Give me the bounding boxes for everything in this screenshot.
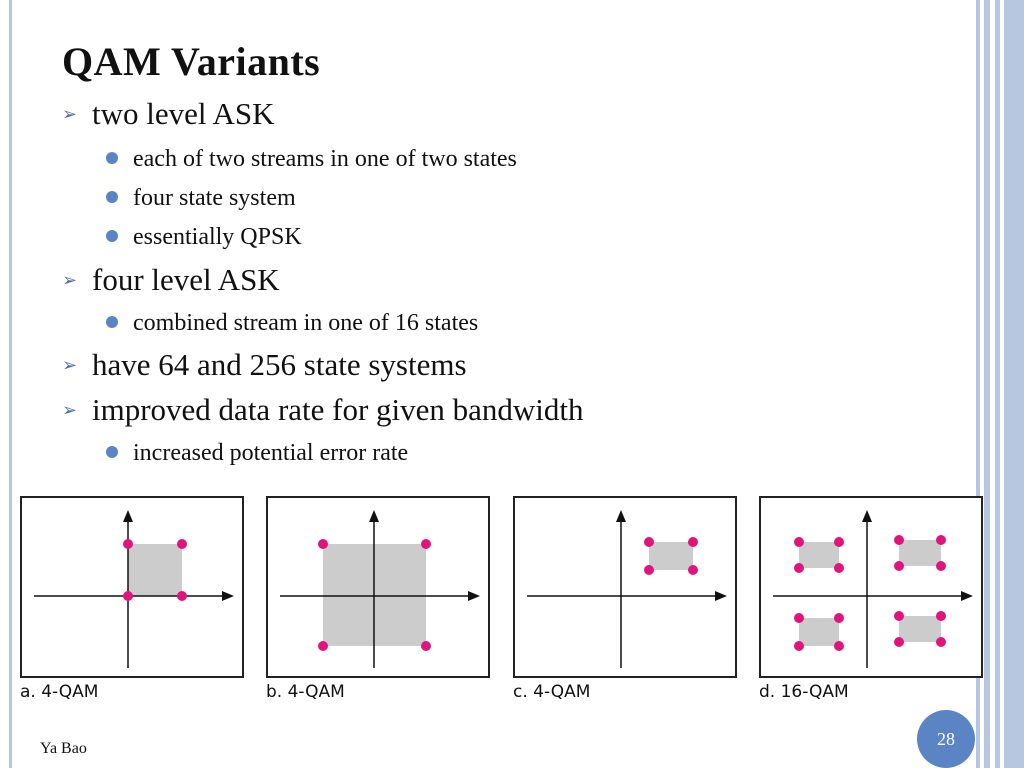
right-frame-stripe	[995, 0, 1000, 768]
constellation-point	[936, 611, 946, 621]
bullet-item: ➢ improved data rate for given bandwidth	[62, 392, 584, 428]
constellation-svg	[773, 510, 973, 668]
q-axis-arrow	[616, 510, 626, 522]
i-axis-arrow	[961, 591, 973, 601]
constellation-point	[834, 613, 844, 623]
decision-region	[899, 616, 941, 642]
constellation-point	[794, 537, 804, 547]
constellation-point	[834, 537, 844, 547]
left-frame-stripe	[9, 0, 12, 768]
bullet-item: ➢ four level ASK	[62, 262, 280, 298]
bullet-item: ➢ two level ASK	[62, 96, 275, 132]
right-frame-stripe	[976, 0, 980, 768]
decision-region	[799, 618, 839, 646]
decision-region	[128, 544, 182, 596]
bullet-text: two level ASK	[92, 96, 275, 131]
constellation-point	[936, 561, 946, 571]
right-frame-stripe	[984, 0, 990, 768]
constellation-svg	[280, 510, 480, 668]
decision-region	[899, 540, 941, 566]
constellation-point	[644, 537, 654, 547]
constellation-point	[688, 537, 698, 547]
constellation-point	[688, 565, 698, 575]
arrow-bullet-icon: ➢	[62, 400, 78, 421]
decision-region	[649, 542, 693, 570]
sub-bullet-text: four state system	[133, 185, 296, 211]
sub-bullet-text: increased potential error rate	[133, 440, 409, 466]
sub-bullet-text: essentially QPSK	[133, 224, 302, 250]
constellation-diagram-b	[266, 496, 490, 678]
constellation-point	[834, 563, 844, 573]
page-number-badge: 28	[917, 710, 975, 768]
constellation-point	[318, 641, 328, 651]
dot-bullet-icon	[106, 316, 118, 328]
i-axis-arrow	[715, 591, 727, 601]
slide-title: QAM Variants	[62, 39, 321, 84]
constellation-point	[936, 535, 946, 545]
q-axis-arrow	[369, 510, 379, 522]
footer-author: Ya Bao	[40, 740, 87, 757]
figure-caption: a. 4-QAM	[20, 682, 99, 702]
constellation-point	[894, 561, 904, 571]
bullet-text: improved data rate for given bandwidth	[92, 392, 584, 427]
right-frame-stripe	[1004, 0, 1024, 768]
constellation-point	[318, 539, 328, 549]
sub-bullet-item: combined stream in one of 16 states	[106, 310, 478, 337]
bullet-text: four level ASK	[92, 262, 280, 297]
bullet-item: ➢ have 64 and 256 state systems	[62, 347, 467, 383]
sub-bullet-item: essentially QPSK	[106, 224, 302, 251]
sub-bullet-item: each of two streams in one of two states	[106, 146, 517, 173]
figure-caption: c. 4-QAM	[513, 682, 591, 702]
constellation-point	[894, 535, 904, 545]
arrow-bullet-icon: ➢	[62, 355, 78, 376]
constellation-point	[421, 539, 431, 549]
dot-bullet-icon	[106, 446, 118, 458]
sub-bullet-item: four state system	[106, 185, 296, 212]
constellation-point	[177, 591, 187, 601]
constellation-point	[936, 637, 946, 647]
constellation-point	[794, 563, 804, 573]
q-axis-arrow	[123, 510, 133, 522]
constellation-point	[644, 565, 654, 575]
dot-bullet-icon	[106, 152, 118, 164]
constellation-point	[123, 539, 133, 549]
sub-bullet-text: each of two streams in one of two states	[133, 146, 517, 172]
q-axis-arrow	[862, 510, 872, 522]
i-axis-arrow	[222, 591, 234, 601]
constellation-point	[794, 613, 804, 623]
constellation-point	[123, 591, 133, 601]
constellation-diagram-d	[759, 496, 983, 678]
constellation-svg	[34, 510, 234, 668]
constellation-svg	[527, 510, 727, 668]
arrow-bullet-icon: ➢	[62, 104, 78, 125]
constellation-point	[834, 641, 844, 651]
i-axis-arrow	[468, 591, 480, 601]
figure-caption: d. 16-QAM	[759, 682, 849, 702]
figure-caption: b. 4-QAM	[266, 682, 345, 702]
sub-bullet-item: increased potential error rate	[106, 440, 408, 467]
dot-bullet-icon	[106, 191, 118, 203]
constellation-diagram-c	[513, 496, 737, 678]
decision-region	[799, 542, 839, 568]
constellation-point	[894, 637, 904, 647]
constellation-diagram-a	[20, 496, 244, 678]
constellation-point	[794, 641, 804, 651]
dot-bullet-icon	[106, 230, 118, 242]
bullet-text: have 64 and 256 state systems	[92, 347, 467, 382]
constellation-point	[177, 539, 187, 549]
constellation-point	[421, 641, 431, 651]
constellation-point	[894, 611, 904, 621]
arrow-bullet-icon: ➢	[62, 270, 78, 291]
sub-bullet-text: combined stream in one of 16 states	[133, 310, 479, 336]
